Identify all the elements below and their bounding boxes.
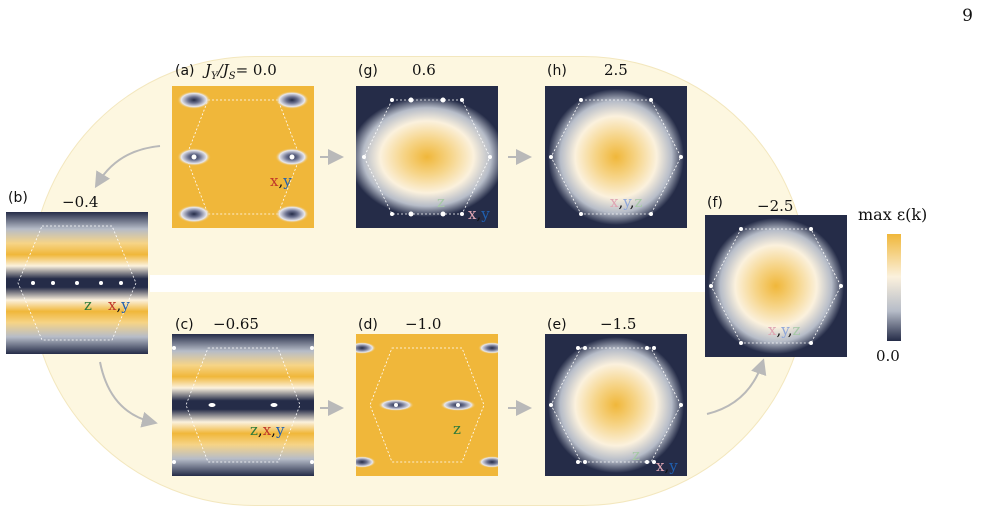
panel-f-annotation: x,y,z <box>768 321 801 339</box>
page-number: 9 <box>962 6 973 26</box>
panel-c-annotation: z,x,y <box>250 421 285 439</box>
panel-b-value: −0.4 <box>62 193 99 211</box>
panel-h-annotation: x,y,z <box>610 193 643 211</box>
track-divider <box>150 275 710 292</box>
panel-b-annotation-xy: x,y <box>108 296 130 314</box>
panel-b-heatmap <box>6 212 148 354</box>
panel-e-heatmap <box>545 334 687 476</box>
panel-a-heatmap <box>172 86 314 228</box>
panel-c-label: (c) <box>175 317 194 333</box>
panel-e-value: −1.5 <box>600 315 637 333</box>
panel-d-annotation: z <box>453 420 461 438</box>
panel-a-value: JY/JS= 0.0 <box>205 61 277 82</box>
colorbar-min-label: 0.0 <box>876 347 900 365</box>
colorbar <box>887 234 901 341</box>
panel-g-value: 0.6 <box>412 61 436 79</box>
panel-f-label: (f) <box>707 195 723 211</box>
panel-a-annotation: x,y <box>270 172 292 190</box>
panel-d-value: −1.0 <box>405 315 442 333</box>
panel-d-heatmap <box>356 334 498 476</box>
panel-a-label: (a) <box>175 63 195 79</box>
panel-g-heatmap <box>356 86 498 228</box>
panel-e-annotation-xy: x,y <box>656 457 678 475</box>
panel-c-value: −0.65 <box>213 315 259 333</box>
colorbar-title: max ε(k) <box>858 205 928 224</box>
panel-c-heatmap <box>172 334 314 476</box>
panel-h-label: (h) <box>547 63 567 79</box>
panel-h-heatmap <box>545 86 687 228</box>
panel-f-heatmap <box>705 215 847 357</box>
panel-d-label: (d) <box>358 317 378 333</box>
panel-b-annotation-z: z <box>84 296 92 314</box>
panel-h-value: 2.5 <box>604 61 628 79</box>
panel-e-label: (e) <box>547 317 567 333</box>
panel-g-annotation-xy: x,y <box>468 205 490 223</box>
panel-g-annotation-z: z <box>437 193 445 211</box>
panel-g-label: (g) <box>358 63 378 79</box>
panel-f-value: −2.5 <box>757 197 794 215</box>
panel-e-annotation-z: z <box>632 446 640 464</box>
panel-b-label: (b) <box>8 190 28 206</box>
